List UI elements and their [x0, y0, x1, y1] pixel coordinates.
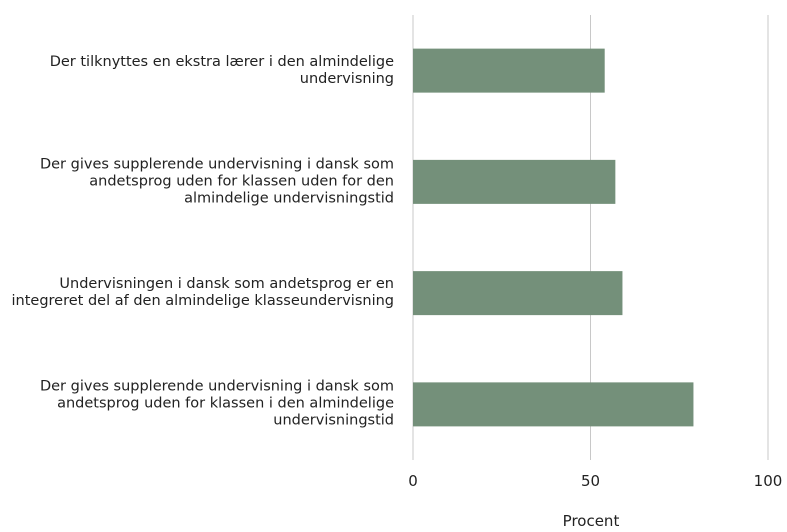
y-tick-label: Undervisningen i dansk som andetsprog er… — [11, 276, 395, 310]
x-axis-title: Procent — [562, 512, 620, 530]
y-tick-label: Der tilknyttes en ekstra lærer i den alm… — [49, 53, 394, 87]
bar — [413, 48, 605, 93]
y-tick-label: Der gives supplerende undervisning i dan… — [39, 378, 394, 429]
y-tick-label: Der gives supplerende undervisning i dan… — [39, 156, 394, 207]
bar — [413, 159, 616, 204]
x-tick-label: 100 — [753, 472, 783, 490]
x-tick-label: 0 — [408, 472, 418, 490]
bar — [413, 382, 694, 427]
x-tick-label: 50 — [580, 472, 601, 490]
bar — [413, 271, 623, 316]
